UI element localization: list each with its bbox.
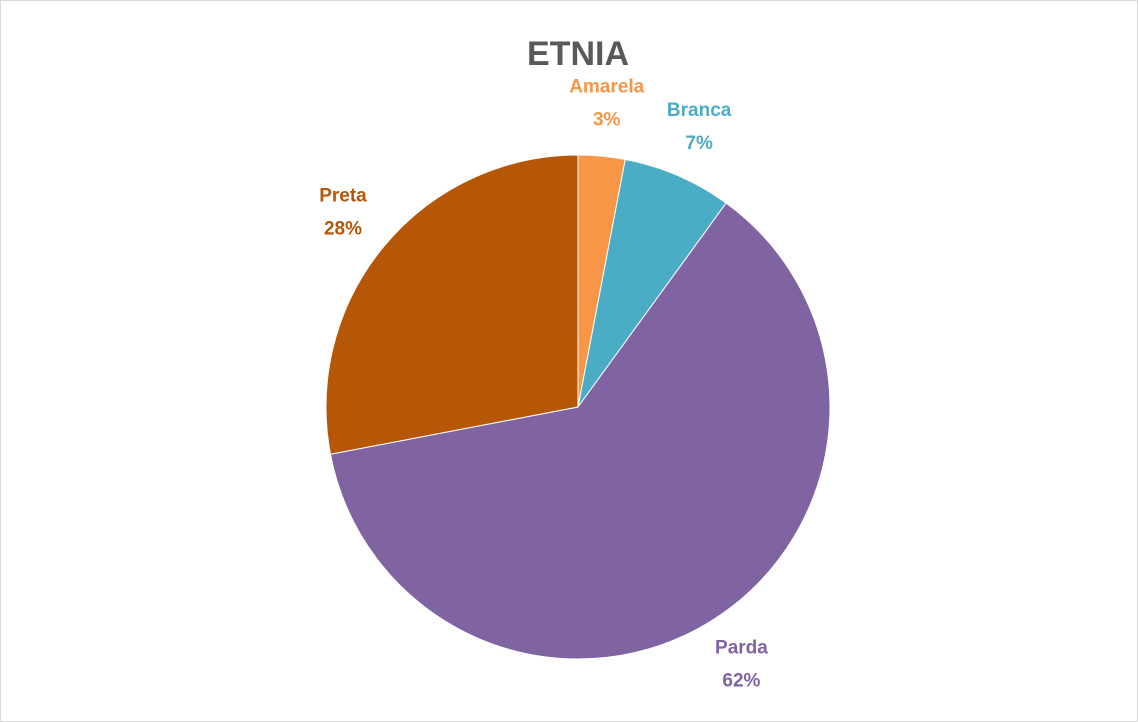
slice-label-value: 7% bbox=[685, 133, 713, 154]
slice-label-name: Amarela bbox=[569, 76, 644, 97]
slice-label-value: 62% bbox=[722, 671, 760, 692]
slice-label-name: Parda bbox=[715, 638, 768, 659]
chart-title: ETNIA bbox=[527, 35, 629, 73]
pie-slice bbox=[329, 202, 831, 660]
pie-slice bbox=[577, 158, 727, 408]
slice-label-name: Preta bbox=[319, 186, 367, 207]
pie-slice bbox=[325, 154, 579, 455]
slice-label-value: 3% bbox=[593, 109, 621, 130]
slice-label-value: 28% bbox=[324, 219, 362, 240]
slice-label-name: Branca bbox=[667, 100, 732, 121]
